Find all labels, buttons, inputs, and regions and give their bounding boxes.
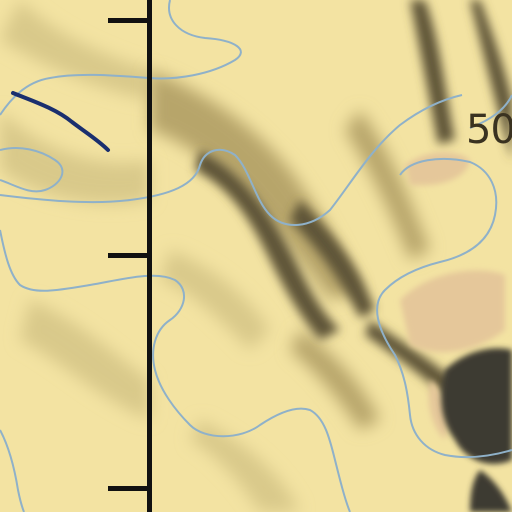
ruler-scale xyxy=(108,0,152,512)
contour-line xyxy=(0,229,351,512)
contour-line xyxy=(0,429,25,512)
relief-shading-medium xyxy=(150,70,430,430)
ruler-tick xyxy=(108,486,150,491)
elevation-label: 50 xyxy=(466,107,512,153)
rock-outcrop xyxy=(441,348,512,512)
peak-area xyxy=(400,152,505,440)
contour-line xyxy=(0,147,64,193)
relief-shading-light xyxy=(0,0,300,512)
contour-line xyxy=(0,94,463,227)
ruler-tick xyxy=(108,253,152,258)
contour-line xyxy=(376,157,512,459)
contour-line xyxy=(0,0,242,116)
ruler-tick xyxy=(108,18,150,23)
trail-line xyxy=(11,91,110,152)
relief-shading-dark xyxy=(195,0,512,395)
contour-line xyxy=(469,94,512,129)
